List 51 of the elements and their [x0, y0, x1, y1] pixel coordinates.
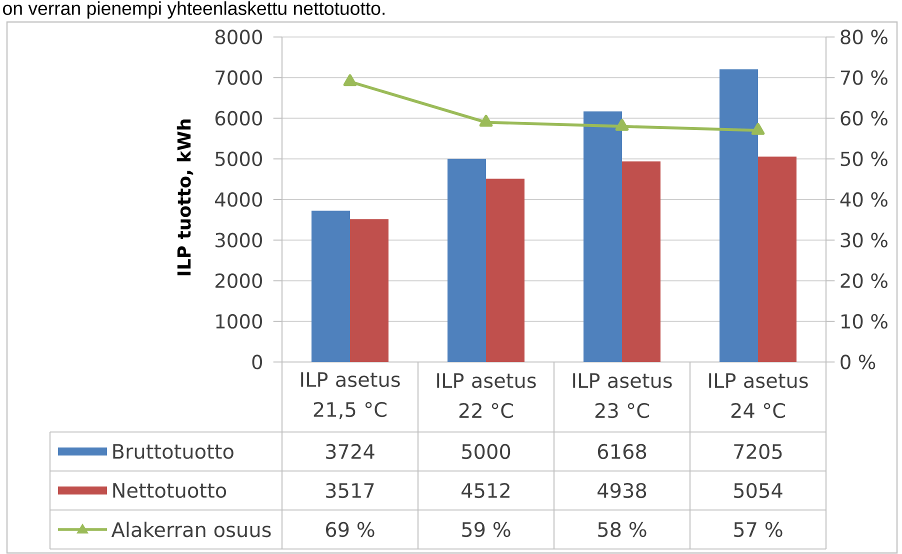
- data-label: 7205: [734, 444, 782, 460]
- legend-label: Nettotuotto: [113, 483, 226, 498]
- data-label: 3724: [326, 444, 374, 460]
- data-label: 58 %: [598, 522, 646, 538]
- bar: [758, 156, 796, 362]
- data-label: 4938: [598, 482, 646, 498]
- y2-tick-label: 40 %: [840, 192, 888, 207]
- y2-tick-label: 0 %: [840, 354, 876, 370]
- data-label: 4512: [462, 482, 510, 498]
- y2-tick-label: 20 %: [840, 273, 888, 288]
- y2-tick-label: 80 %: [840, 30, 888, 44]
- text: on verran pienempi yhteenlaskettu nettotuotto.: [3, 1, 384, 19]
- bar: [312, 210, 350, 362]
- data-label: 6168: [598, 444, 646, 460]
- y-tick-label: 7000: [216, 70, 262, 85]
- data-label: 59 %: [462, 522, 510, 538]
- y2-tick-label: 10 %: [842, 314, 888, 329]
- data-label: 3517: [326, 482, 374, 498]
- data-label: 69 %: [326, 522, 374, 538]
- x-tick-label: ILP asetus 23 °C: [573, 373, 672, 418]
- x-tick-label: ILP asetus 21,5 °C: [301, 372, 400, 420]
- y-tick-label: 8000: [215, 30, 262, 44]
- point: [479, 114, 493, 127]
- data-label: 5054: [734, 482, 782, 498]
- data-label: 5000: [462, 444, 510, 460]
- y-tick-label: 5000: [216, 152, 262, 166]
- y-tick-label: 6000: [215, 110, 262, 126]
- legend-label: Alakerran osuus: [111, 522, 271, 538]
- legend-label: Bruttotuotto: [113, 444, 234, 459]
- x-tick-label: ILP asetus 24 °C: [709, 373, 808, 418]
- point: [343, 74, 357, 86]
- bar: [448, 158, 486, 362]
- bar: [584, 111, 622, 362]
- bar: [350, 219, 388, 362]
- y-tick-label: 1000: [216, 314, 262, 329]
- point: [751, 122, 765, 135]
- y-tick-label: 2000: [216, 273, 262, 288]
- bar: [720, 69, 758, 362]
- x-tick-label: ILP asetus 22 °C: [437, 373, 536, 418]
- bar: [486, 178, 524, 362]
- y-axis-title: ILP tuotto, kWh: [176, 120, 194, 276]
- y-tick-label: 0: [252, 354, 262, 370]
- y-tick-label: 3000: [216, 232, 262, 248]
- point: [615, 118, 629, 131]
- y2-tick-label: 60 %: [840, 110, 888, 126]
- y-tick-label: 4000: [215, 192, 262, 207]
- y2-tick-label: 50 %: [840, 152, 888, 166]
- y2-tick-label: 70 %: [840, 70, 888, 85]
- y2-tick-label: 30 %: [840, 232, 888, 248]
- data-label: 57 %: [734, 522, 782, 538]
- bar: [622, 161, 660, 362]
